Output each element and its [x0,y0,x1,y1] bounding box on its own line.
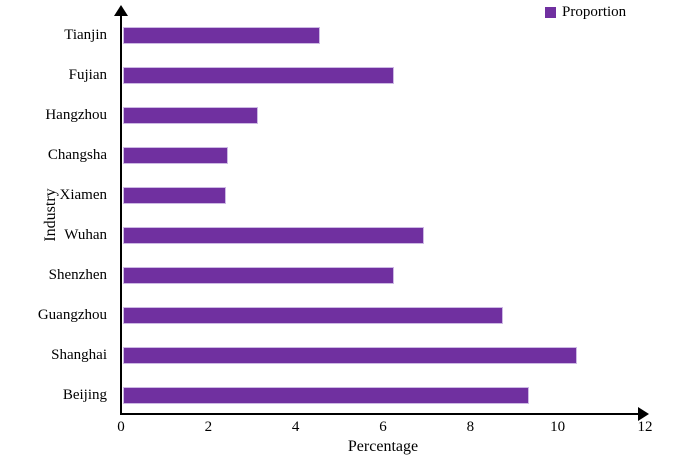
bar-row: Beijing [0,375,698,415]
bar-row: Fujian [0,55,698,95]
bar [123,346,578,364]
category-label: Shanghai [51,346,107,363]
category-label: Fujian [68,66,107,83]
y-axis-arrow-icon [114,5,128,16]
x-tick-label: 6 [379,419,387,435]
x-tick-label: 0 [117,419,125,435]
x-axis-arrow-icon [638,407,649,421]
x-tick-label: 2 [204,419,213,435]
bar-row: Shenzhen [0,255,698,295]
category-label: Hangzhou [45,106,107,123]
bar [123,66,394,84]
legend-label: Proportion [562,4,627,20]
category-label: Beijing [62,386,107,403]
bar [123,186,226,204]
category-label: Shenzhen [48,266,107,283]
plot-rows: Tianjin Fujian Hangzhou Changsha Xiamen Wuhan… [0,15,698,415]
bar-row: Shanghai [0,335,698,375]
x-tick-label: 10 [550,419,566,435]
bar-row: Xiamen [0,175,698,215]
y-axis-line [120,14,122,414]
x-tick-label: 8 [466,419,475,435]
bar-row: Changsha [0,135,698,175]
x-tick-label: 4 [291,419,300,435]
x-axis-line [120,413,640,415]
category-label: Xiamen [59,186,107,203]
category-label: Guangzhou [37,306,107,323]
bar [123,266,394,284]
category-label: Tianjin [64,26,107,43]
bar [123,146,228,164]
x-tick-label: 12 [637,419,653,435]
x-axis-title: Percentage [347,438,419,455]
legend: Proportion [545,4,626,21]
bar-row: Guangzhou [0,295,698,335]
bar [123,26,320,44]
legend-swatch-icon [545,7,556,18]
category-label: Wuhan [64,226,107,243]
bar-row: Wuhan [0,215,698,255]
bar [123,386,530,404]
bar [123,306,503,324]
bar [123,226,425,244]
category-label: Changsha [47,146,107,163]
bar [123,106,259,124]
bar-row: Hangzhou [0,95,698,135]
bar-row: Tianjin [0,15,698,55]
